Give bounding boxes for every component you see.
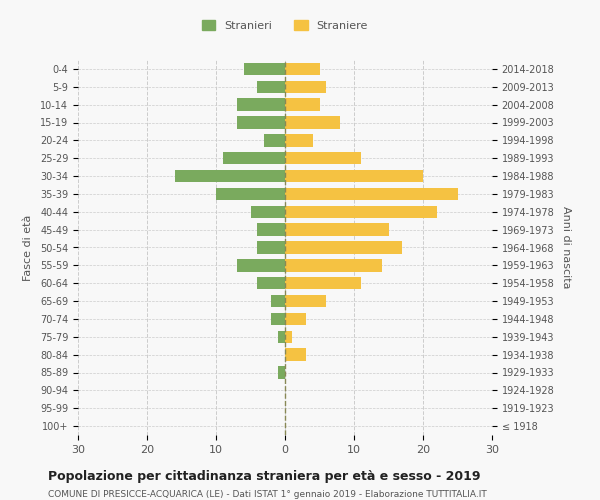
Bar (223, 152, 285, 164)
Bar (278, 366, 285, 379)
Bar (237, 259, 285, 272)
Text: Popolazione per cittadinanza straniera per età e sesso - 2019: Popolazione per cittadinanza straniera p… (48, 470, 481, 483)
Bar (244, 62, 285, 75)
Bar (257, 277, 285, 289)
Bar (271, 295, 285, 308)
Bar (257, 80, 285, 93)
Bar (251, 206, 285, 218)
Bar (278, 330, 285, 343)
Bar (285, 259, 382, 272)
Bar (285, 348, 306, 361)
Bar (257, 224, 285, 236)
Bar (285, 188, 458, 200)
Bar (285, 152, 361, 164)
Bar (285, 224, 389, 236)
Y-axis label: Fasce di età: Fasce di età (23, 214, 33, 280)
Bar (257, 242, 285, 254)
Bar (285, 134, 313, 146)
Bar (285, 62, 320, 75)
Bar (285, 170, 423, 182)
Legend: Stranieri, Straniere: Stranieri, Straniere (199, 17, 371, 34)
Bar (265, 134, 285, 146)
Bar (285, 330, 292, 343)
Bar (285, 116, 340, 128)
Bar (285, 80, 326, 93)
Text: COMUNE DI PRESICCE-ACQUARICA (LE) - Dati ISTAT 1° gennaio 2019 - Elaborazione TU: COMUNE DI PRESICCE-ACQUARICA (LE) - Dati… (48, 490, 487, 499)
Bar (285, 277, 361, 289)
Bar (237, 98, 285, 111)
Bar (285, 295, 326, 308)
Bar (271, 312, 285, 325)
Y-axis label: Anni di nascita: Anni di nascita (562, 206, 571, 289)
Bar (175, 170, 285, 182)
Bar (216, 188, 285, 200)
Bar (237, 116, 285, 128)
Bar (285, 312, 306, 325)
Bar (285, 242, 402, 254)
Bar (285, 98, 320, 111)
Bar (285, 206, 437, 218)
